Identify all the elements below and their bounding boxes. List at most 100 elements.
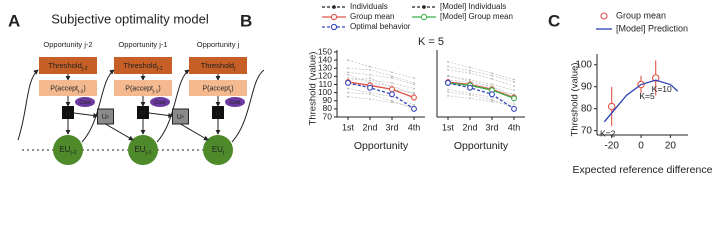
individual-point [369, 98, 371, 101]
x-tick-label: 4th [408, 122, 421, 132]
y-tick-label: 130 [318, 63, 332, 73]
individual-line [447, 95, 515, 107]
p-accept-label-part: P(accept [202, 85, 230, 92]
p-accept-label-part: j-2 [77, 88, 84, 94]
individual-line [347, 77, 415, 100]
individual-point [413, 91, 415, 94]
panel-label: A [8, 11, 20, 30]
threshold-label-part: Threshold [201, 61, 234, 70]
series-point [445, 79, 451, 86]
x-tick-label: 1st [442, 122, 455, 132]
individual-point [513, 89, 515, 92]
p-accept-label-part: ) [158, 85, 160, 92]
individual-line [347, 96, 415, 108]
carry-label: Uc [177, 114, 185, 121]
individual-point [347, 95, 349, 98]
individual-point [369, 77, 371, 79]
threshold-box [189, 57, 247, 74]
individual-point [413, 81, 415, 84]
legend-marker [332, 5, 336, 9]
individual-point [469, 92, 471, 95]
eu-node [203, 135, 233, 165]
individual-point [491, 100, 493, 103]
individual-line [447, 89, 515, 105]
individual-line [347, 72, 415, 85]
individual-point [513, 81, 515, 83]
cost-label: Cost [229, 100, 241, 106]
individual-point [491, 74, 493, 77]
individual-point [369, 65, 371, 68]
carry-label-part: U [177, 114, 182, 121]
individual-line [447, 76, 515, 91]
cost-badge [75, 97, 95, 107]
carry-label-part: c [107, 115, 110, 120]
series-point [345, 79, 351, 86]
individual-point [369, 79, 371, 82]
individual-line [447, 79, 515, 99]
y-axis-label: Threshold (value) [308, 52, 319, 126]
individual-point [513, 85, 515, 88]
individual-point [469, 66, 471, 69]
eu-label-part: j-2 [69, 150, 76, 156]
individual-line [347, 88, 415, 106]
utility-box [62, 106, 74, 119]
p-accept-box [39, 80, 97, 96]
series-line [347, 81, 415, 99]
opportunity-label: Opportunity j-2 [43, 40, 92, 49]
cost-badge [225, 97, 245, 107]
y-tick-label: 110 [318, 79, 332, 89]
x-axis-label: Opportunity [354, 140, 409, 152]
figure: A B C Subjective optimality model Opport… [8, 2, 713, 176]
individual-point [491, 99, 493, 101]
individual-point [469, 94, 471, 96]
y-tick-label: 80 [581, 103, 593, 114]
utility-label: U [140, 110, 145, 117]
individual-point [491, 83, 493, 86]
carry-label-part: U [102, 114, 107, 121]
arrow [156, 69, 190, 143]
threshold-label: Thresholdj-2 [48, 61, 87, 72]
individual-point [513, 103, 515, 105]
utility-box [212, 106, 224, 119]
point-label: K=2 [600, 129, 616, 139]
legend-marker [420, 13, 428, 21]
panel-label: C [548, 11, 560, 30]
individual-line [347, 92, 415, 110]
p-accept-label: P(acceptj) [202, 85, 233, 94]
opportunity-label: Opportunity j [197, 40, 240, 49]
individual-line [447, 66, 515, 83]
series-line [447, 82, 515, 99]
y-tick-label: 100 [318, 87, 332, 97]
series-line [447, 82, 515, 110]
individual-point [369, 73, 371, 76]
individual-point [391, 99, 393, 102]
legend-label: [Model] Group mean [440, 12, 513, 21]
threshold-label-part: j-2 [81, 66, 88, 72]
eu-label: EUj-1 [134, 145, 151, 156]
individual-point [447, 65, 449, 68]
series-line [347, 82, 415, 110]
utility-label: U [65, 110, 70, 117]
threshold-label-part: j-1 [156, 66, 163, 72]
individual-line [347, 59, 415, 79]
individual-point [447, 88, 449, 91]
y-axis-label: Threshold (value) [570, 63, 581, 137]
series-line [447, 81, 515, 99]
individual-point [369, 68, 371, 71]
legend-marker [422, 5, 426, 9]
x-tick-label: 3rd [385, 122, 398, 132]
utility-label: U [215, 110, 220, 117]
x-tick-label: -20 [604, 141, 619, 152]
series-point [511, 95, 517, 102]
y-tick-label: 120 [318, 71, 332, 81]
arrow [17, 69, 39, 141]
y-tick-label: 140 [318, 54, 332, 64]
legend-label: [Model] Prediction [616, 23, 688, 33]
legend-marker [600, 12, 608, 20]
panel-label: B [240, 11, 252, 30]
individual-point [391, 71, 393, 74]
individual-line [347, 67, 415, 84]
p-accept-label: P(acceptj-2) [50, 85, 85, 94]
arrow [231, 69, 265, 143]
x-tick-label: 0 [638, 141, 644, 152]
